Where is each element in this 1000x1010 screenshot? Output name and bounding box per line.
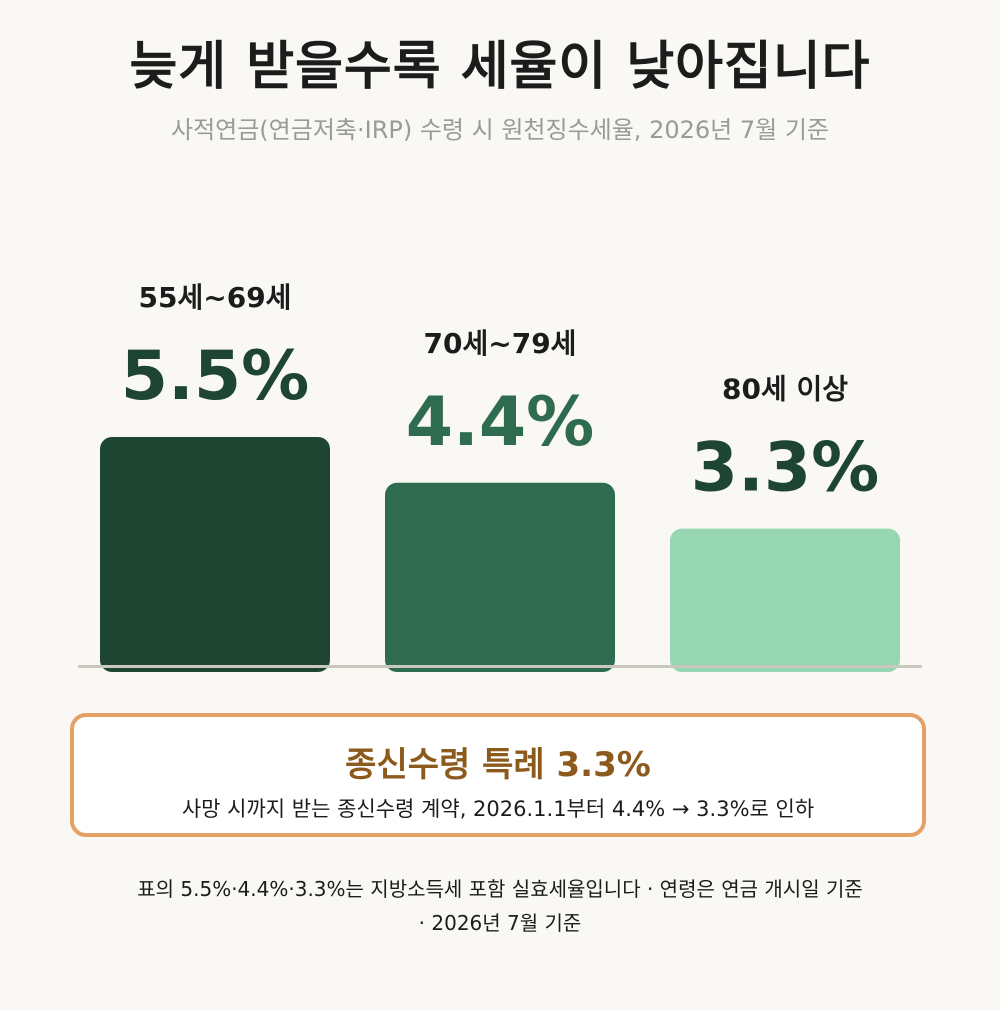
footnote: 표의 5.5%·4.4%·3.3%는 지방소득세 포함 실효세율입니다 · 연령… bbox=[40, 872, 960, 940]
footnote-line-2: · 2026년 7월 기준 bbox=[418, 911, 582, 935]
tax-rate-bar-chart: 5.5% 55세~69세 4.4% 70세~79세 3.3% 80세 이상 bbox=[78, 281, 922, 672]
value-label-3: 3.3% bbox=[691, 429, 880, 508]
special-rate-box: 종신수령 특례 3.3% 사망 시까지 받는 종신수령 계약, 2026.1.1… bbox=[70, 713, 926, 837]
bar-3 bbox=[670, 528, 900, 672]
value-label-2: 4.4% bbox=[406, 383, 595, 462]
category-label-1: 55세~69세 bbox=[139, 281, 292, 314]
special-rate-title: 종신수령 특례 3.3% bbox=[345, 745, 651, 785]
category-label-2: 70세~79세 bbox=[424, 327, 577, 360]
bar-1 bbox=[100, 437, 330, 672]
page-subtitle: 사적연금(연금저축·IRP) 수령 시 원천징수세율, 2026년 7월 기준 bbox=[170, 116, 829, 144]
footnote-line-1: 표의 5.5%·4.4%·3.3%는 지방소득세 포함 실효세율입니다 · 연령… bbox=[137, 877, 863, 901]
bar-2 bbox=[385, 482, 615, 672]
value-label-1: 5.5% bbox=[121, 337, 310, 416]
page-title: 늦게 받을수록 세율이 낮아집니다 bbox=[129, 37, 871, 97]
special-rate-description: 사망 시까지 받는 종신수령 계약, 2026.1.1부터 4.4% → 3.3… bbox=[181, 797, 815, 821]
category-label-3: 80세 이상 bbox=[722, 373, 848, 406]
